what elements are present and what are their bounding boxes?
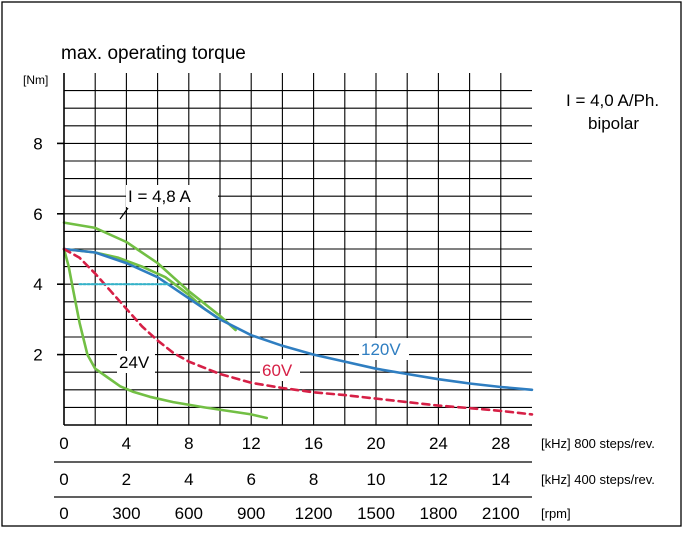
- series-line: [62, 247, 534, 416]
- series-label: 24V: [119, 353, 150, 372]
- series-label-leader: [119, 207, 129, 220]
- series-label-bg: [260, 359, 300, 381]
- x-tick-label: 14: [491, 470, 510, 489]
- series-label: I = 4,8 A: [128, 187, 192, 206]
- x-axis-unit-label: [kHz] 400 steps/rev.: [541, 472, 655, 487]
- y-axis-unit: [Nm]: [23, 73, 48, 87]
- x-tick-label: 300: [112, 504, 140, 523]
- series-labels: I = 4,8 A 24V 60V 120V: [117, 185, 409, 381]
- series-label-bg: [126, 185, 218, 207]
- x-tick-label: 12: [429, 470, 448, 489]
- x-tick-label: 28: [491, 434, 510, 453]
- series-line: [62, 247, 269, 420]
- x-tick-label: 1800: [419, 504, 457, 523]
- x-tick-label: 24: [429, 434, 448, 453]
- x-tick-label: 10: [367, 470, 386, 489]
- x-tick-label: 600: [175, 504, 203, 523]
- x-tick-label: 2100: [482, 504, 520, 523]
- series-line: [62, 221, 237, 332]
- x-tick-label: 1500: [357, 504, 395, 523]
- current-annotation: I = 4,0 A/Ph.: [566, 91, 659, 110]
- series-label: 120V: [361, 340, 401, 359]
- x-axis-unit-label: [rpm]: [541, 506, 571, 521]
- x-tick-label: 0: [59, 504, 68, 523]
- x-tick-label: 16: [304, 434, 323, 453]
- x-axis-unit-label: [kHz] 800 steps/rev.: [541, 436, 655, 451]
- y-tick-label: 6: [33, 205, 42, 224]
- x-tick-label: 6: [246, 470, 255, 489]
- series-label-bg: [359, 338, 409, 360]
- x-tick-label: 0: [59, 470, 68, 489]
- x-tick-label: 8: [309, 470, 318, 489]
- mode-annotation: bipolar: [588, 114, 639, 133]
- series-label-bg: [117, 351, 155, 373]
- series-group: [62, 221, 534, 420]
- x-tick-label: 12: [242, 434, 261, 453]
- chart-title: max. operating torque: [61, 43, 246, 64]
- x-tick-label: 4: [122, 434, 131, 453]
- series-label: 60V: [262, 361, 293, 380]
- x-tick-label: 1200: [295, 504, 333, 523]
- y-tick-label: 2: [33, 346, 42, 365]
- x-tick-label: 20: [367, 434, 386, 453]
- x-tick-label: 2: [122, 470, 131, 489]
- series-line: [62, 247, 534, 392]
- y-tick-label: 4: [33, 275, 42, 294]
- y-tick-label: 8: [33, 134, 42, 153]
- x-tick-label: 4: [184, 470, 193, 489]
- x-tick-label: 8: [184, 434, 193, 453]
- x-tick-label: 0: [59, 434, 68, 453]
- x-tick-label: 900: [237, 504, 265, 523]
